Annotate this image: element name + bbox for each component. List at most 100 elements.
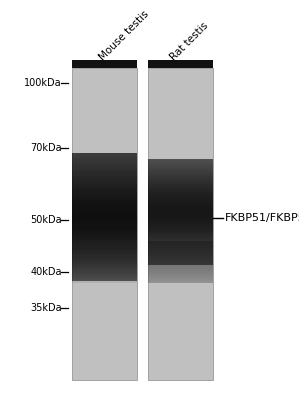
Bar <box>148 178 213 180</box>
Bar <box>72 278 137 279</box>
Bar <box>72 202 137 204</box>
Bar <box>72 255 137 256</box>
Bar <box>148 269 213 270</box>
Bar <box>72 281 137 282</box>
Bar <box>148 223 213 224</box>
Bar <box>148 207 213 208</box>
Bar <box>148 248 213 249</box>
Bar <box>72 268 137 270</box>
Bar <box>72 60 137 68</box>
Bar <box>72 256 137 257</box>
Bar <box>148 239 213 240</box>
Bar <box>148 217 213 219</box>
Bar <box>72 253 137 254</box>
Bar <box>72 200 137 202</box>
Bar <box>72 272 137 273</box>
Bar <box>72 267 137 268</box>
Bar <box>72 251 137 252</box>
Bar <box>148 263 213 264</box>
Bar <box>72 226 137 228</box>
Bar <box>148 247 213 248</box>
Bar <box>148 246 213 248</box>
Bar <box>148 251 213 252</box>
Bar <box>148 210 213 212</box>
Bar <box>72 247 137 249</box>
Bar <box>148 262 213 264</box>
Bar <box>72 276 137 277</box>
Bar <box>148 175 213 176</box>
Bar <box>72 166 137 168</box>
Bar <box>148 278 213 279</box>
Text: Mouse testis: Mouse testis <box>97 8 150 62</box>
Bar <box>148 230 213 232</box>
Bar <box>148 260 213 262</box>
Bar <box>72 275 137 276</box>
Bar <box>72 236 137 238</box>
Bar <box>72 249 137 250</box>
Bar <box>148 282 213 283</box>
Bar <box>148 164 213 166</box>
Bar <box>72 259 137 260</box>
Bar <box>148 169 213 171</box>
Bar <box>72 240 137 243</box>
Bar <box>148 276 213 277</box>
Bar <box>148 273 213 274</box>
Bar <box>148 235 213 237</box>
Bar <box>148 262 213 263</box>
Bar <box>72 250 137 251</box>
Bar <box>72 254 137 255</box>
Bar <box>148 203 213 205</box>
Bar <box>72 257 137 258</box>
Bar <box>148 258 213 259</box>
Bar <box>148 233 213 235</box>
Bar <box>72 217 137 219</box>
Bar <box>72 264 137 265</box>
Bar <box>148 160 213 162</box>
Bar <box>148 280 213 281</box>
Bar <box>72 230 137 232</box>
Text: 50kDa: 50kDa <box>30 215 62 225</box>
Bar <box>72 271 137 272</box>
Bar <box>148 166 213 168</box>
Bar <box>72 168 137 170</box>
Bar <box>72 183 137 185</box>
Bar <box>148 237 213 239</box>
Bar <box>148 259 213 260</box>
Bar <box>148 212 213 214</box>
Bar <box>72 178 137 181</box>
Bar <box>72 181 137 183</box>
Bar <box>148 192 213 194</box>
Bar <box>72 269 137 270</box>
Bar <box>72 224 137 226</box>
Bar <box>72 206 137 208</box>
Bar <box>148 232 213 233</box>
Bar <box>148 221 213 223</box>
Bar <box>148 194 213 196</box>
Bar <box>72 170 137 172</box>
Bar <box>148 189 213 191</box>
Bar <box>72 155 137 157</box>
Bar <box>148 200 213 201</box>
Bar <box>148 201 213 203</box>
Bar <box>148 176 213 178</box>
Bar <box>72 268 137 269</box>
Bar <box>148 159 213 160</box>
Bar <box>72 270 137 272</box>
Bar <box>72 196 137 198</box>
Bar <box>148 274 213 275</box>
Bar <box>72 258 137 260</box>
Bar <box>72 215 137 217</box>
Bar <box>148 244 213 246</box>
Bar <box>148 264 213 265</box>
Bar <box>72 198 137 200</box>
Bar <box>72 260 137 261</box>
Bar <box>72 234 137 236</box>
Bar <box>72 263 137 264</box>
Bar <box>72 261 137 262</box>
Bar <box>72 247 137 248</box>
Bar <box>72 153 137 155</box>
Bar <box>148 250 213 251</box>
Bar <box>72 185 137 187</box>
Bar <box>148 249 213 250</box>
Bar <box>72 172 137 174</box>
